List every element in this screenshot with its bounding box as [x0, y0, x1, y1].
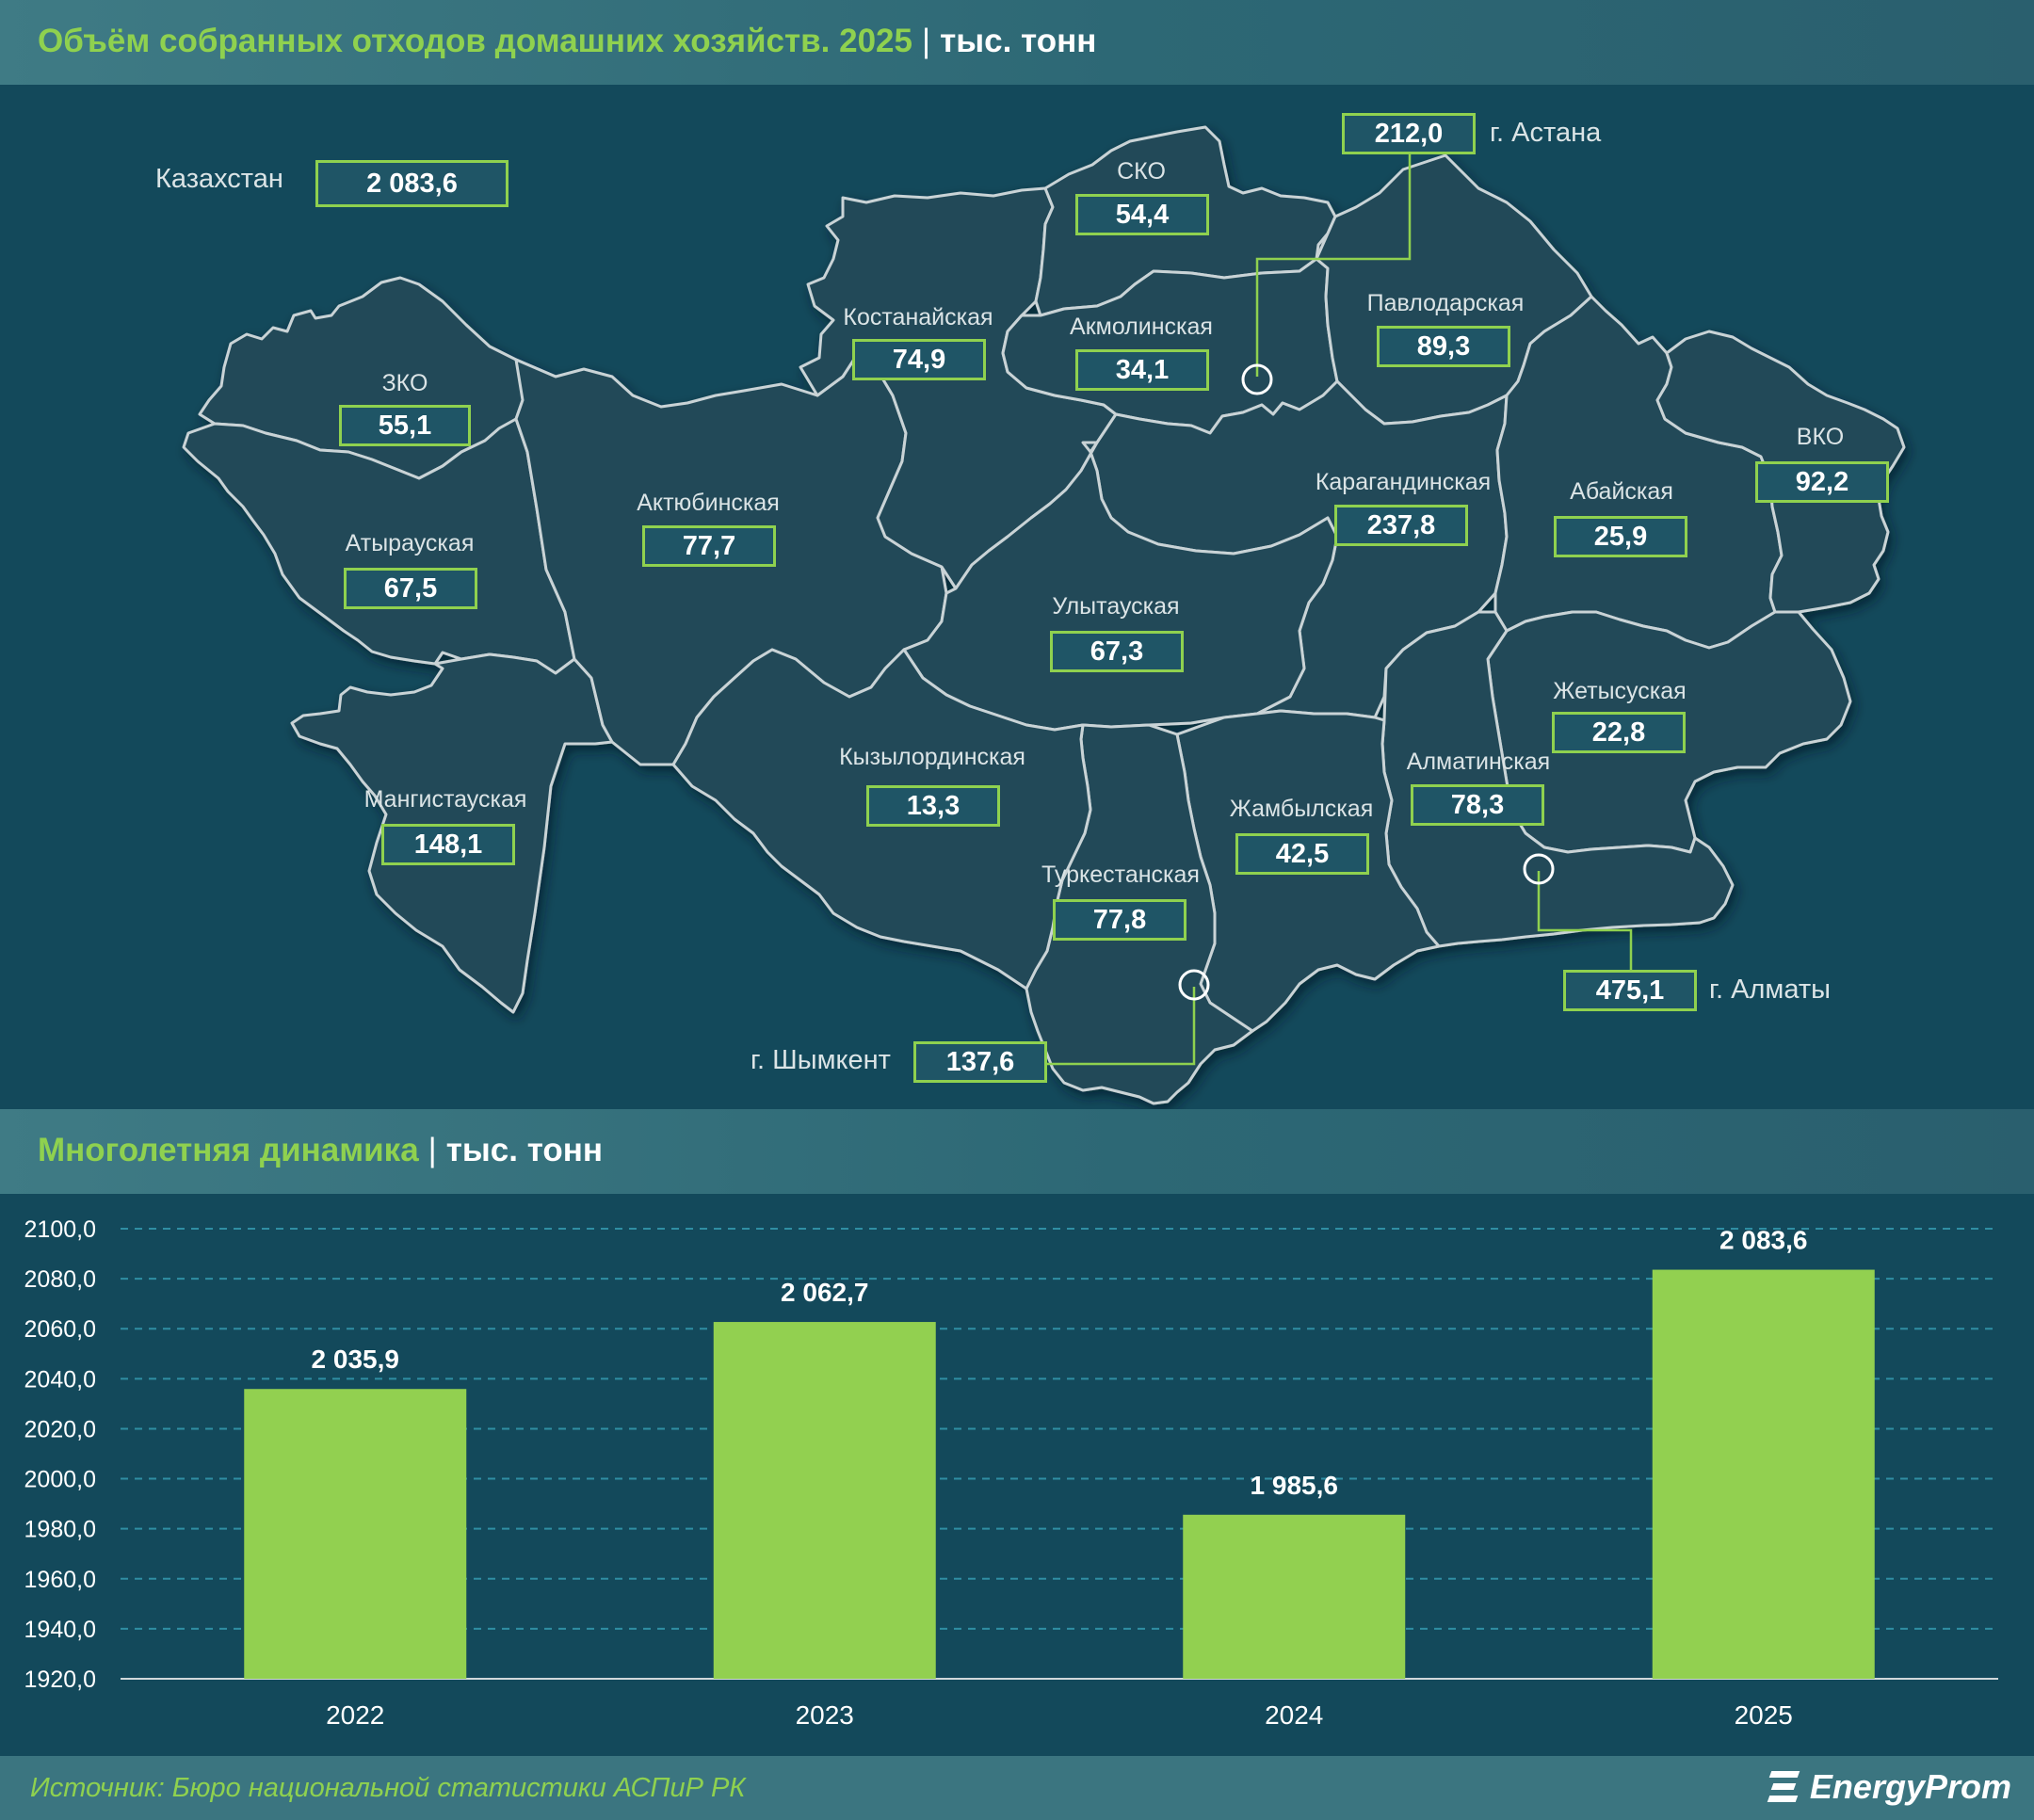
bar-value-label: 2 035,9	[312, 1345, 399, 1374]
value-ulytau: 67,3	[1050, 631, 1184, 672]
label-mangystau: Мангистауская	[363, 786, 527, 813]
energyprom-logo: EnergyProm	[1767, 1767, 2011, 1807]
bar-value-label: 2 083,6	[1719, 1226, 1807, 1255]
label-atyrau: Атырауская	[345, 530, 475, 556]
bar-2024	[1183, 1514, 1406, 1679]
y-tick-label: 2100,0	[24, 1216, 96, 1243]
label-kostanay: Костанайская	[843, 304, 993, 330]
chart-title: Многолетняя динамика	[38, 1132, 419, 1168]
map-unit: тыс. тонн	[940, 23, 1097, 59]
label-pavlodar: Павлодарская	[1366, 290, 1525, 316]
x-tick-label: 2024	[1265, 1700, 1323, 1730]
bar-value-label: 2 062,7	[781, 1278, 868, 1307]
value-zhambyl: 42,5	[1235, 833, 1369, 875]
logo-text: EnergyProm	[1809, 1767, 2011, 1806]
label-ulytau: Улытауская	[1052, 593, 1180, 620]
x-tick-label: 2025	[1735, 1700, 1793, 1730]
label-abai: Абайская	[1570, 478, 1673, 505]
value-shymkent: 137,6	[913, 1041, 1047, 1083]
bar-chart: 1920,0 1940,0 1960,0 1980,0 2000,0 2020,0 2040…	[24, 1216, 1998, 1730]
label-zhambyl: Жамбылская	[1229, 796, 1374, 822]
y-tick-label: 1920,0	[24, 1667, 96, 1693]
footer: Источник: Бюро национальной статистики А…	[0, 1756, 2034, 1820]
value-almaty: 475,1	[1563, 970, 1697, 1011]
value-atyrau: 67,5	[344, 568, 477, 609]
value-turkestan: 77,8	[1053, 899, 1186, 941]
value-abai: 25,9	[1554, 516, 1687, 557]
value-zko: 55,1	[339, 405, 471, 446]
y-tick-label: 2040,0	[24, 1366, 96, 1393]
label-kyzylorda: Кызылординская	[839, 744, 1025, 770]
y-tick-label: 1960,0	[24, 1567, 96, 1593]
kazakhstan-map	[182, 125, 1906, 1105]
value-astana: 212,0	[1342, 113, 1476, 154]
chart-header: Многолетняя динамика | тыс. тонн	[0, 1109, 2034, 1194]
energyprom-logo-icon	[1767, 1771, 1804, 1803]
value-karaganda: 237,8	[1334, 505, 1468, 546]
value-almaty-region: 78,3	[1411, 784, 1544, 826]
value-akmola: 34,1	[1075, 349, 1209, 391]
value-aktobe: 77,7	[642, 525, 776, 567]
label-vko: ВКО	[1796, 424, 1845, 450]
value-vko: 92,2	[1755, 461, 1889, 503]
map-header: Объём собранных отходов домашних хозяйст…	[0, 0, 2034, 85]
y-tick-label: 1940,0	[24, 1617, 96, 1643]
y-tick-label: 1980,0	[24, 1517, 96, 1543]
x-tick-label: 2023	[796, 1700, 854, 1730]
map-panel: ЗКО 55,1 Атырауская 67,5 Актюбинская 77,…	[0, 85, 2034, 1109]
source-text: Источник: Бюро национальной статистики А…	[30, 1773, 746, 1803]
label-karaganda: Карагандинская	[1315, 469, 1492, 495]
y-tick-label: 2060,0	[24, 1316, 96, 1343]
value-kazakhstan: 2 083,6	[315, 160, 508, 207]
bar-2022	[244, 1389, 467, 1679]
label-aktobe: Актюбинская	[637, 490, 780, 516]
y-tick-label: 2000,0	[24, 1467, 96, 1493]
value-zhetysu: 22,8	[1552, 712, 1686, 753]
bar-value-label: 1 985,6	[1251, 1471, 1338, 1500]
label-zhetysu: Жетысуская	[1553, 678, 1687, 704]
value-mangystau: 148,1	[381, 824, 515, 865]
label-turkestan: Туркестанская	[1041, 862, 1200, 888]
value-pavlodar: 89,3	[1377, 326, 1510, 367]
value-kyzylorda: 13,3	[866, 785, 1000, 827]
value-sko: 54,4	[1075, 194, 1209, 235]
label-astana: г. Астана	[1490, 118, 1602, 148]
label-sko: СКО	[1117, 158, 1166, 185]
label-almaty-region: Алматинская	[1406, 749, 1551, 775]
map-title: Объём собранных отходов домашних хозяйст…	[38, 23, 912, 59]
label-almaty: г. Алматы	[1709, 974, 1831, 1005]
y-tick-label: 2080,0	[24, 1266, 96, 1293]
label-kazakhstan: Казахстан	[155, 164, 283, 194]
bar-2025	[1652, 1269, 1875, 1679]
bar-chart-panel: 1920,0 1940,0 1960,0 1980,0 2000,0 2020,0 2040…	[0, 1194, 2034, 1756]
value-kostanay: 74,9	[852, 339, 986, 380]
label-zko: ЗКО	[381, 370, 428, 396]
label-akmola: Акмолинская	[1070, 314, 1213, 340]
bar-2023	[713, 1322, 936, 1679]
label-shymkent: г. Шымкент	[751, 1045, 891, 1075]
x-tick-label: 2022	[326, 1700, 384, 1730]
y-tick-label: 2020,0	[24, 1416, 96, 1442]
chart-unit: тыс. тонн	[445, 1132, 604, 1168]
